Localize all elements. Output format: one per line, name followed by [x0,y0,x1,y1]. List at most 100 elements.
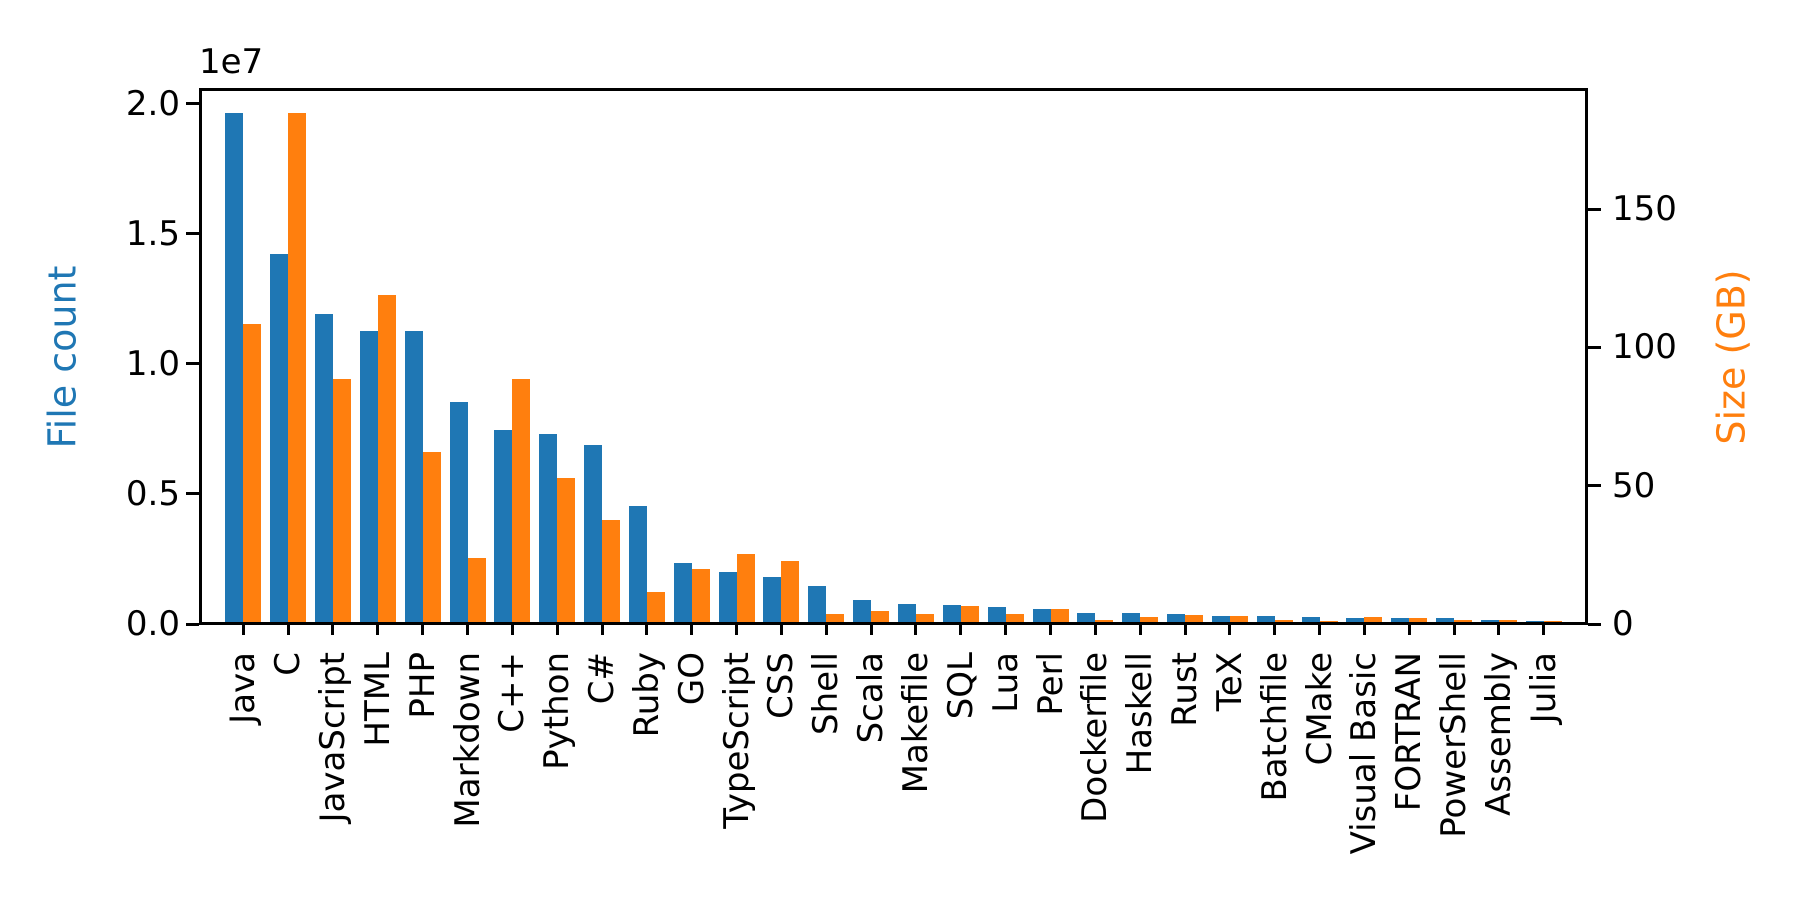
bar-c-size [288,113,307,622]
bar-perl-size [1050,609,1069,622]
x-tick-label-dockerfile: Dockerfile [1075,652,1116,823]
bar-rust-size [1185,614,1203,622]
x-tick-label-batchfile: Batchfile [1254,652,1295,802]
bar-perl-file-count [1032,609,1051,622]
x-tick [1093,622,1097,635]
bar-assembly-file-count [1480,619,1499,622]
y-tick-label-left: 1.0 [125,343,180,384]
x-tick-label-go: GO [671,652,712,706]
bar-tex-size [1229,616,1248,622]
x-tick [959,622,963,635]
x-tick-label-rust: Rust [1165,652,1205,727]
bar-visual-basic-file-count [1346,618,1365,622]
y-tick-label-right: 150 [1612,189,1677,229]
x-tick [600,622,604,635]
x-tick-label-typescript: TypeScript [716,652,757,829]
x-tick-label-makefile: Makefile [895,652,936,794]
x-tick [1183,622,1187,635]
bar-makefile-file-count [897,604,916,622]
bar-php-file-count [404,331,423,622]
bar-sql-size [960,606,979,622]
bar-lua-file-count [987,606,1006,622]
x-tick [914,622,918,635]
x-tick-label-markdown: Markdown [447,652,488,828]
x-tick [1497,622,1501,635]
x-tick-label-c: C# [582,652,622,705]
y-tick-left [186,232,199,236]
x-tick [510,622,514,635]
x-tick [376,622,380,635]
bar-julia-file-count [1525,620,1544,622]
bar-markdown-size [467,558,486,622]
x-tick-label-visual-basic: Visual Basic [1344,652,1385,855]
x-tick [779,622,783,635]
y-axis-offset-label: 1e7 [199,42,264,82]
x-tick [286,622,290,635]
x-tick [1273,622,1277,635]
x-tick-label-scala: Scala [851,652,892,744]
x-tick [1452,622,1456,635]
bar-dockerfile-file-count [1077,612,1096,622]
x-tick [735,622,738,635]
x-tick [1318,622,1321,635]
bar-dockerfile-size [1095,620,1114,622]
x-tick-label-javascript: JavaScript [312,652,353,823]
y-tick-left [186,492,199,496]
bar-go-file-count [673,563,692,622]
bar-html-file-count [359,331,378,622]
x-tick-label-sql: SQL [940,652,981,720]
y-tick-label-left: 0.0 [125,604,180,644]
x-tick-label-perl: Perl [1030,652,1071,716]
bar-assembly-size [1498,619,1517,622]
bar-shell-file-count [808,586,827,622]
bar-python-size [557,478,576,622]
x-tick [1407,622,1411,635]
y-tick-label-left: 0.5 [125,473,180,514]
x-tick-label-java: Java [223,652,264,724]
x-tick [1228,622,1232,635]
y-tick-left [186,622,199,626]
x-tick-label-assembly: Assembly [1478,652,1519,816]
bar-visual-basic-size [1364,616,1383,622]
x-tick-label-julia: Julia [1523,652,1564,724]
x-tick-label-fortran: FORTRAN [1389,652,1430,812]
x-tick-label-shell: Shell [806,652,847,735]
y-tick-left [186,102,199,106]
bar-javascript-size [332,379,351,622]
x-tick [331,622,335,635]
x-tick-label-css: CSS [761,652,802,719]
bar-html-size [377,295,396,622]
bar-css-size [781,560,800,622]
x-tick [421,622,425,635]
bar-fortran-size [1409,617,1428,622]
bar-haskell-size [1140,616,1159,622]
y-tick-right [1588,345,1601,349]
y-tick-label-right: 0 [1612,604,1634,644]
bar-css-file-count [763,576,782,622]
x-tick [1542,622,1546,635]
x-tick-label-ruby: Ruby [626,652,667,738]
y-tick-label-right: 100 [1612,327,1677,368]
x-tick [1138,622,1142,635]
x-tick [241,622,245,635]
bar-go-size [691,568,710,622]
bar-haskell-file-count [1122,613,1141,622]
bar-powershell-size [1454,620,1473,622]
y-tick-right [1588,207,1601,211]
x-tick [1049,622,1052,635]
bar-sql-file-count [942,604,961,622]
right-axis-title: Size (GB) [1710,268,1754,445]
bar-cmake-file-count [1301,617,1320,622]
bar-makefile-size [915,613,934,622]
y-tick-left [186,362,199,366]
bar-rust-file-count [1167,613,1185,622]
bar-lua-size [1005,614,1024,622]
bar-scala-file-count [853,600,872,622]
bar-shell-size [826,613,845,622]
x-tick [1362,622,1366,635]
bar-batchfile-size [1274,620,1293,622]
bar-typescript-file-count [718,571,737,622]
bar-c-size [602,520,620,622]
x-tick [466,622,469,635]
